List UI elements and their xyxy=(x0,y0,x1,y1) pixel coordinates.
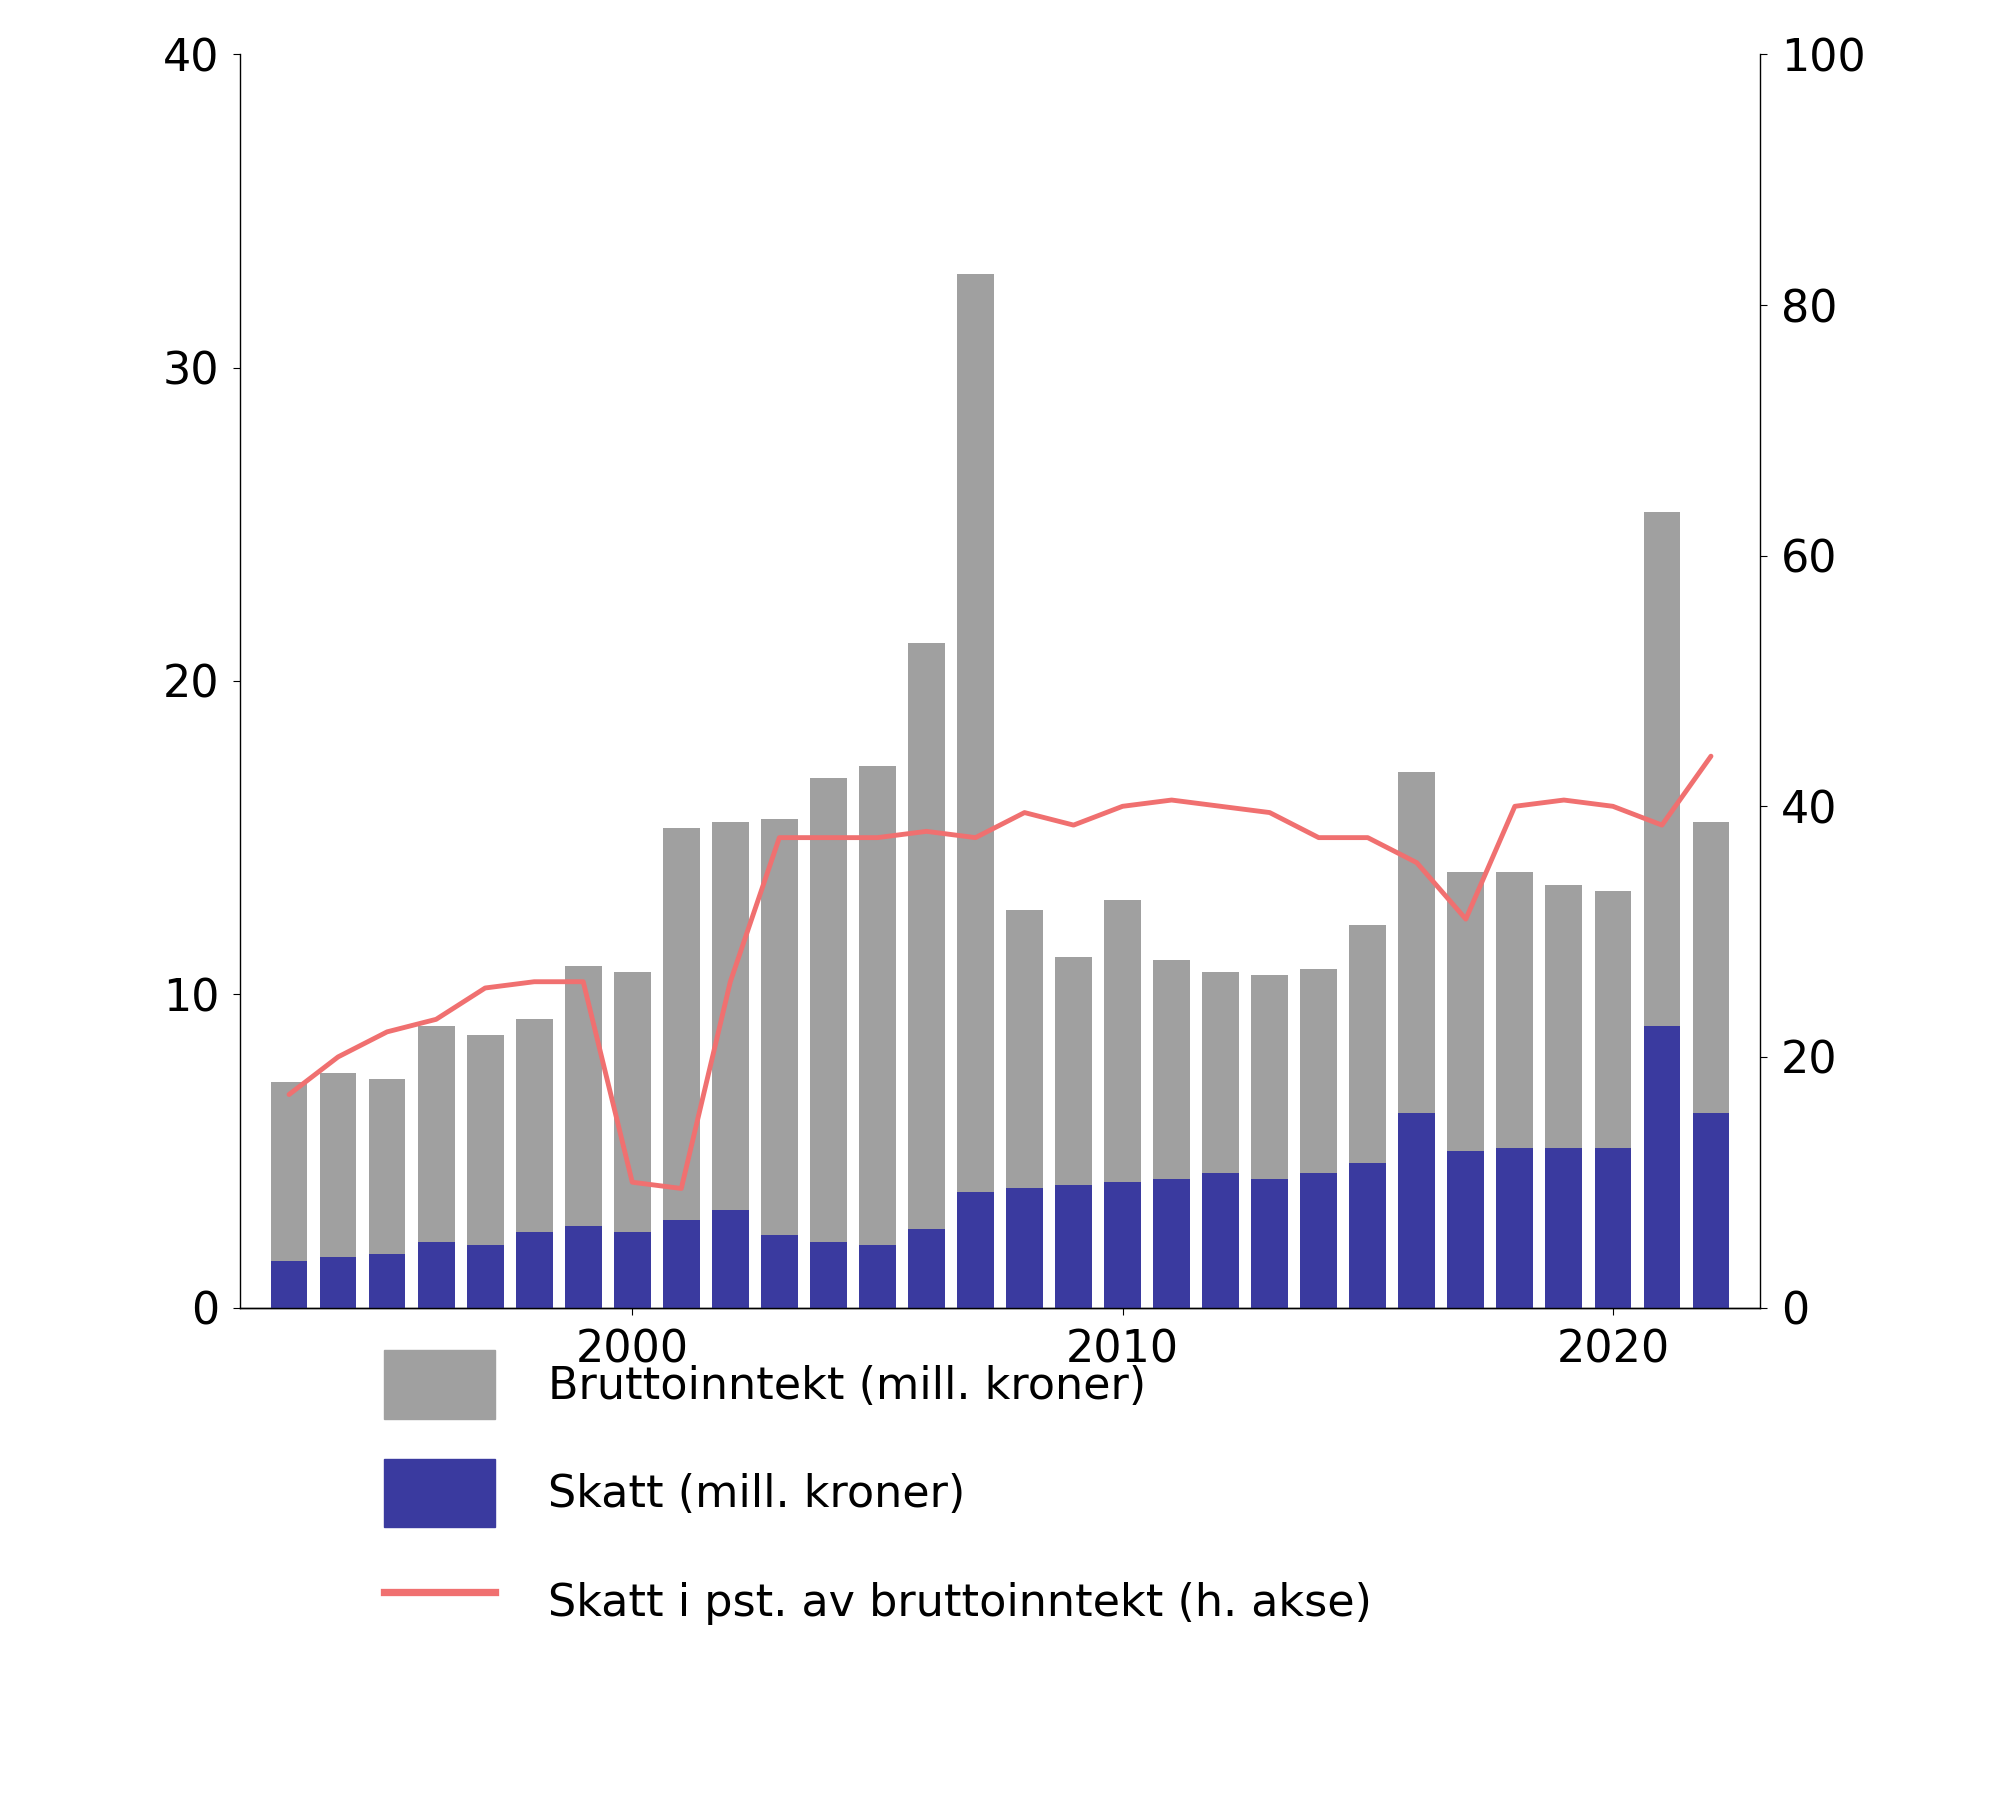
Bar xyxy=(810,777,846,1308)
Bar xyxy=(1546,1148,1582,1308)
Bar xyxy=(1594,892,1632,1308)
Bar xyxy=(1350,926,1386,1308)
Bar xyxy=(712,1211,748,1308)
Bar xyxy=(614,1233,650,1308)
Bar xyxy=(1202,1173,1240,1308)
Bar xyxy=(958,1191,994,1308)
Bar xyxy=(516,1233,552,1308)
Bar xyxy=(908,1229,944,1308)
Bar xyxy=(1448,872,1484,1308)
Bar xyxy=(1692,823,1730,1308)
Bar xyxy=(1252,1179,1288,1308)
Bar xyxy=(760,819,798,1308)
Bar xyxy=(1006,910,1042,1308)
Bar xyxy=(614,972,650,1308)
Bar xyxy=(1448,1151,1484,1308)
Bar xyxy=(1692,1113,1730,1308)
Bar xyxy=(908,643,944,1308)
Legend: Bruttoinntekt (mill. kroner), Skatt (mill. kroner), Skatt i pst. av bruttoinntek: Bruttoinntekt (mill. kroner), Skatt (mil… xyxy=(384,1349,1372,1636)
Bar xyxy=(466,1035,504,1308)
Bar xyxy=(1104,1182,1140,1308)
Bar xyxy=(1202,972,1240,1308)
Bar xyxy=(564,1226,602,1308)
Bar xyxy=(1546,884,1582,1308)
Bar xyxy=(712,823,748,1308)
Bar xyxy=(320,1257,356,1308)
Bar xyxy=(1496,1148,1534,1308)
Bar xyxy=(1350,1164,1386,1308)
Bar xyxy=(1056,957,1092,1308)
Bar xyxy=(1496,872,1534,1308)
Bar xyxy=(418,1242,454,1308)
Bar xyxy=(958,274,994,1308)
Bar xyxy=(662,828,700,1308)
Bar xyxy=(662,1220,700,1308)
Bar xyxy=(1252,975,1288,1308)
Bar xyxy=(860,766,896,1308)
Bar xyxy=(1644,512,1680,1308)
Bar xyxy=(418,1026,454,1308)
Bar xyxy=(368,1079,406,1308)
Bar xyxy=(1056,1186,1092,1308)
Bar xyxy=(860,1246,896,1308)
Bar xyxy=(810,1242,846,1308)
Bar xyxy=(564,966,602,1308)
Bar xyxy=(1154,1179,1190,1308)
Bar xyxy=(1398,1113,1436,1308)
Bar xyxy=(516,1019,552,1308)
Bar xyxy=(760,1235,798,1308)
Bar xyxy=(270,1260,308,1308)
Bar xyxy=(1644,1026,1680,1308)
Bar xyxy=(1006,1188,1042,1308)
Bar xyxy=(1300,1173,1338,1308)
Bar xyxy=(320,1073,356,1308)
Bar xyxy=(270,1082,308,1308)
Bar xyxy=(466,1246,504,1308)
Bar xyxy=(1594,1148,1632,1308)
Bar xyxy=(1154,961,1190,1308)
Bar xyxy=(1104,901,1140,1308)
Bar xyxy=(1398,772,1436,1308)
Bar xyxy=(368,1255,406,1308)
Bar xyxy=(1300,970,1338,1308)
